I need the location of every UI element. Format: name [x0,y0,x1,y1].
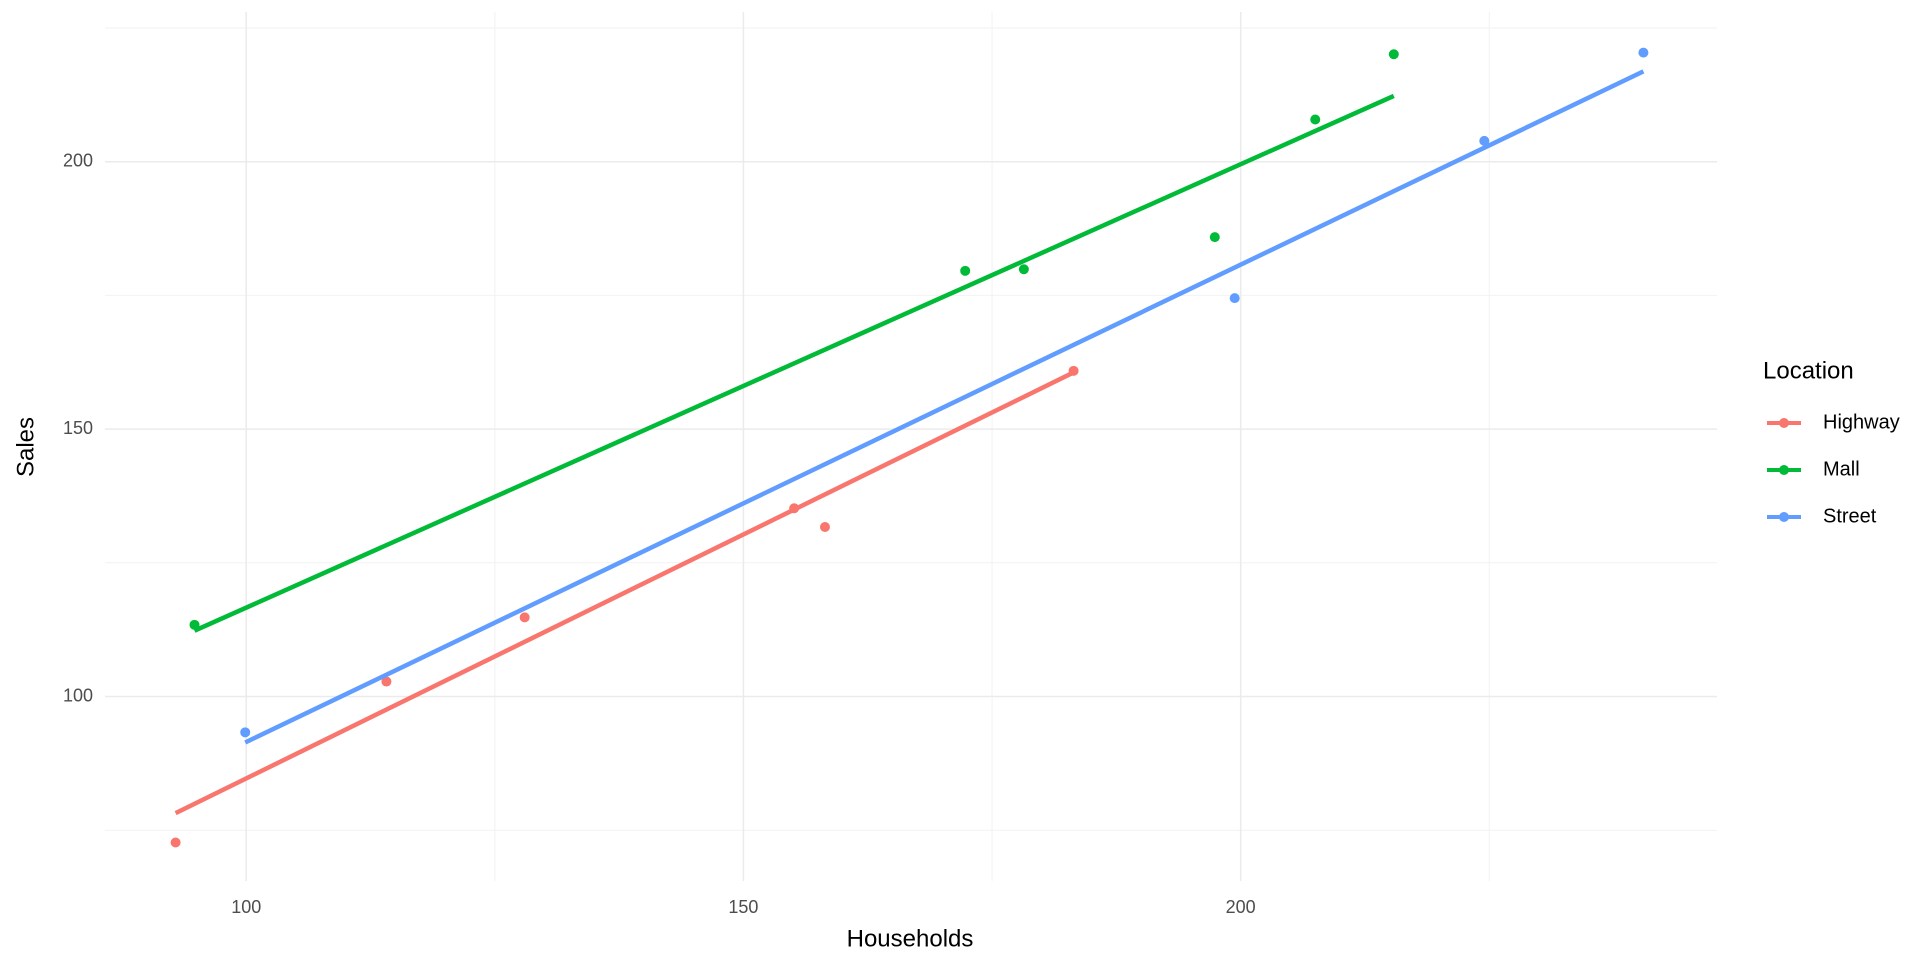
legend-title: Location [1763,357,1854,384]
point [1310,114,1321,125]
point [170,837,181,848]
y-axis-title: Sales [12,417,39,477]
x-tick-label: 100 [231,897,261,917]
point [1479,135,1490,146]
y-tick-label: 100 [63,685,93,705]
legend-dot [1779,465,1789,475]
fit-line [174,370,1075,816]
legend-label: Highway [1823,411,1900,433]
legend-label: Street [1823,505,1877,527]
y-tick-label: 150 [63,418,93,438]
x-tick-label: 150 [728,897,758,917]
y-tick-label: 200 [63,150,93,170]
point [960,265,971,276]
point [240,727,251,738]
legend-label: Mall [1823,458,1860,480]
point [1229,293,1240,304]
point [1068,365,1079,376]
point [189,619,200,630]
point [519,612,530,623]
point [819,521,830,532]
point [1638,47,1649,58]
x-axis-title: Households [847,925,974,952]
legend-dot [1779,418,1789,428]
point [1209,232,1220,243]
point [1388,49,1399,60]
point [1018,264,1029,275]
fit-line [244,69,1645,745]
point [789,503,800,514]
point [381,676,392,687]
x-tick-label: 200 [1226,897,1256,917]
fit-line [193,93,1395,633]
legend-dot [1779,512,1789,522]
